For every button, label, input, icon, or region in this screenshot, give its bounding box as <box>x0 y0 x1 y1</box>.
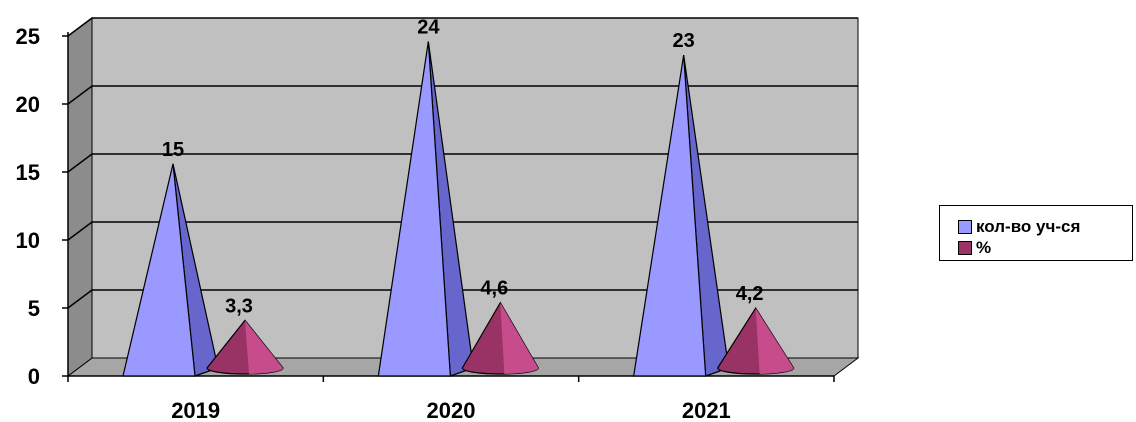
data-label-students: 24 <box>417 17 440 39</box>
y-tick-label: 20 <box>16 92 40 117</box>
bar-students <box>377 41 451 377</box>
gridline <box>67 289 858 309</box>
legend-label-percent: % <box>976 238 992 257</box>
data-label-percent: 4,2 <box>736 283 764 305</box>
y-tick-label: 25 <box>16 24 40 49</box>
bar-percent-highlight <box>755 308 794 374</box>
legend-item-students: кол-во уч-ся <box>958 217 1080 237</box>
legend: кол-во уч-ся % <box>939 205 1133 261</box>
bar-percent-highlight <box>245 320 284 374</box>
chart-marks <box>122 41 795 377</box>
x-tick-label: 2019 <box>171 398 220 422</box>
y-tick-label: 5 <box>28 296 40 321</box>
y-tick-label: 10 <box>16 228 40 253</box>
gridline <box>67 221 858 241</box>
y-tick-label: 0 <box>28 364 40 389</box>
data-label-students: 15 <box>162 139 184 161</box>
gridlines <box>67 17 858 309</box>
data-label-percent: 4,6 <box>480 278 508 300</box>
bar-percent-highlight <box>500 302 539 374</box>
legend-swatch-students <box>958 220 972 234</box>
gridline <box>67 85 858 105</box>
x-tick-label: 2021 <box>682 398 731 422</box>
bar-students <box>632 55 707 377</box>
legend-swatch-percent <box>958 241 972 255</box>
chart-labels: 0 5 10 15 20 25 2019 2020 2021 15 24 23 3,3 4,6 4,2 <box>16 17 764 422</box>
data-label-percent: 3,3 <box>225 295 253 317</box>
chart-back-wall <box>91 17 859 359</box>
y-tick-label: 15 <box>16 160 40 185</box>
bar-students <box>122 163 196 377</box>
data-label-students: 23 <box>673 30 695 52</box>
gridline <box>67 153 858 173</box>
x-tick-label: 2020 <box>427 398 476 422</box>
chart-side-wall <box>67 17 93 377</box>
gridline <box>67 17 858 37</box>
legend-label-students: кол-во уч-ся <box>976 217 1081 236</box>
legend-item-percent: % <box>958 238 991 258</box>
